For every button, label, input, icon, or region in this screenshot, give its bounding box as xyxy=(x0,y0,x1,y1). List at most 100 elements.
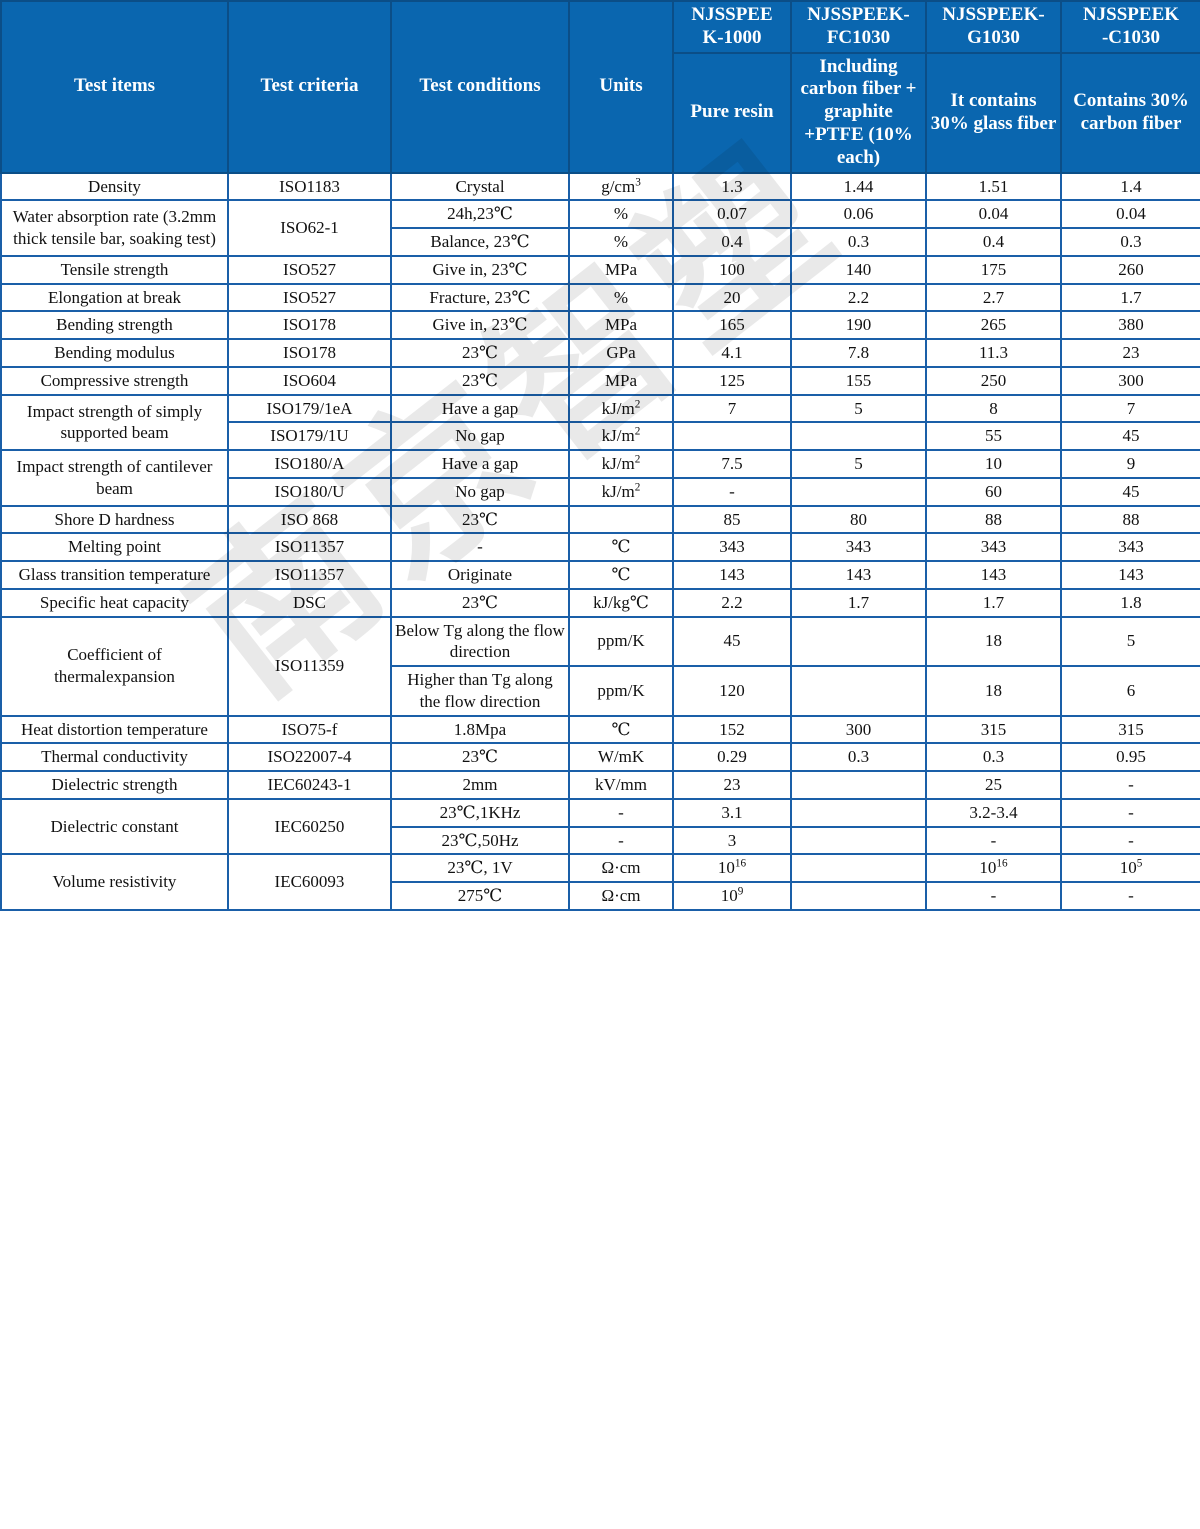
value-cell-product-0: 20 xyxy=(672,282,792,313)
value-cell-product-1: 155 xyxy=(790,365,927,396)
test-criteria-cell: ISO527 xyxy=(227,254,392,285)
test-condition-cell: Give in, 23℃ xyxy=(390,254,570,285)
unit-cell: ℃ xyxy=(568,560,674,590)
test-criteria-cell: ISO604 xyxy=(227,365,392,396)
unit-cell: kJ/m2 xyxy=(568,476,674,507)
unit-cell: ppm/K xyxy=(568,615,674,668)
test-criteria-cell: ISO11359 xyxy=(227,615,392,717)
unit-cell xyxy=(568,504,674,535)
value-cell-product-1: 1.7 xyxy=(790,587,927,618)
table-row: Heat distortion temperature ISO75-f 1.8Mpa… xyxy=(0,714,1200,745)
test-criteria-cell: ISO62-1 xyxy=(227,199,392,257)
value-cell-product-3: - xyxy=(1060,797,1200,828)
unit-cell: % xyxy=(568,199,674,230)
value-cell-product-2: 1.51 xyxy=(925,171,1062,202)
test-item-cell: Elongation at break xyxy=(0,282,229,313)
test-condition-cell: 275℃ xyxy=(390,881,570,911)
value-cell-product-3: - xyxy=(1060,881,1200,911)
test-item-cell: Compressive strength xyxy=(0,365,229,396)
value-cell-product-0: 23 xyxy=(672,770,792,800)
test-condition-cell: 23℃,1KHz xyxy=(390,797,570,828)
value-cell-product-2: 8 xyxy=(925,393,1062,424)
value-cell-product-1: 1.44 xyxy=(790,171,927,202)
test-condition-cell: Crystal xyxy=(390,171,570,202)
value-cell-product-1: 190 xyxy=(790,310,927,341)
value-cell-product-3: 45 xyxy=(1060,476,1200,507)
test-item-cell: Tensile strength xyxy=(0,254,229,285)
unit-cell: ppm/K xyxy=(568,665,674,717)
test-condition-cell: 24h,23℃ xyxy=(390,199,570,230)
header-product-name-0: NJSSPEE K-1000 xyxy=(672,0,792,54)
value-cell-product-2: 18 xyxy=(925,665,1062,717)
header-product-desc-1: Including carbon fiber + graphite +PTFE … xyxy=(790,51,927,174)
test-condition-cell: 23℃, 1V xyxy=(390,853,570,884)
test-item-cell: Density xyxy=(0,171,229,202)
value-cell-product-3: 143 xyxy=(1060,560,1200,590)
test-criteria-cell: ISO75-f xyxy=(227,714,392,745)
test-item-cell: Shore D hardness xyxy=(0,504,229,535)
header-product-name-2: NJSSPEEK- G1030 xyxy=(925,0,1062,54)
test-criteria-cell: ISO180/U xyxy=(227,476,392,507)
table-row: 275℃ Ω·cm 109 - - xyxy=(1,881,1200,911)
test-condition-cell: 23℃ xyxy=(390,742,570,773)
value-cell-product-3: 88 xyxy=(1060,504,1200,535)
table-row: ISO179/1U No gap kJ/m2 55 45 xyxy=(1,421,1200,452)
test-condition-cell: Higher than Tg along the flow direction xyxy=(390,665,570,717)
unit-cell: Ω·cm xyxy=(568,853,674,884)
value-cell-product-1 xyxy=(790,853,927,884)
unit-cell: - xyxy=(568,825,674,856)
value-cell-product-3: 6 xyxy=(1060,665,1200,717)
test-criteria-cell: DSC xyxy=(227,587,392,618)
value-cell-product-1: 0.06 xyxy=(790,199,927,230)
value-cell-product-1: 300 xyxy=(790,714,927,745)
unit-cell: ℃ xyxy=(568,532,674,563)
header-row-2: Pure resin Including carbon fiber + grap… xyxy=(1,51,1200,174)
test-item-cell: Specific heat capacity xyxy=(0,587,229,618)
value-cell-product-0: 152 xyxy=(672,714,792,745)
value-cell-product-1 xyxy=(790,797,927,828)
unit-cell: GPa xyxy=(568,338,674,368)
unit-cell: ℃ xyxy=(568,714,674,745)
test-condition-cell: 23℃ xyxy=(390,587,570,618)
product-name-line2-0: K-1000 xyxy=(702,26,762,48)
test-item-cell: Dielectric constant xyxy=(0,797,229,856)
value-cell-product-3: 1.7 xyxy=(1060,282,1200,313)
unit-cell: kJ/m2 xyxy=(568,421,674,452)
test-criteria-cell: IEC60250 xyxy=(227,797,392,856)
value-cell-product-3: - xyxy=(1060,770,1200,800)
test-item-cell: Bending modulus xyxy=(0,338,229,368)
header-product-desc-3: Contains 30% carbon fiber xyxy=(1060,51,1200,174)
test-item-cell: Thermal conductivity xyxy=(0,742,229,773)
unit-cell: Ω·cm xyxy=(568,881,674,911)
table-row: Shore D hardness ISO 868 23℃ 85 80 88 88 xyxy=(0,504,1200,535)
table-row: 23℃,50Hz -3- - xyxy=(1,825,1200,856)
table-row: Glass transition temperature ISO11357 Orig… xyxy=(0,560,1200,590)
table-row: Water absorption rate (3.2mm thick tensi… xyxy=(0,199,1200,257)
value-cell-product-3: 380 xyxy=(1060,310,1200,341)
value-cell-product-1 xyxy=(790,665,927,717)
value-cell-product-3: 5 xyxy=(1060,615,1200,668)
value-cell-product-1 xyxy=(790,476,927,507)
table-row: Density ISO1183 Crystal g/cm3 1.3 1.44 1.51 1.4 xyxy=(0,171,1200,202)
test-condition-cell: Balance, 23℃ xyxy=(390,227,570,257)
test-item-cell: Bending strength xyxy=(0,310,229,341)
product-name-line2-2: G1030 xyxy=(967,26,1020,48)
value-cell-product-3: 0.3 xyxy=(1060,227,1200,257)
test-condition-cell: Originate xyxy=(390,560,570,590)
test-criteria-cell: ISO1183 xyxy=(227,171,392,202)
test-condition-cell: 2mm xyxy=(390,770,570,800)
header-product-desc-0: Pure resin xyxy=(672,51,792,174)
value-cell-product-0: 120 xyxy=(672,665,792,717)
value-cell-product-1: 140 xyxy=(790,254,927,285)
test-item-cell: Glass transition temperature xyxy=(0,560,229,590)
table-row: Impact strength of simply supported beam… xyxy=(0,393,1200,452)
value-cell-product-2: 10 xyxy=(925,449,1062,479)
test-criteria-cell: IEC60243-1 xyxy=(227,770,392,800)
table-row: Balance, 23℃% 0.4 0.3 0.4 0.3 xyxy=(1,227,1200,257)
test-item-cell: Melting point xyxy=(0,532,229,563)
table-row: Compressive strength ISO604 23℃ MPa 125 155 25… xyxy=(0,365,1200,396)
product-name-line2-3: -C1030 xyxy=(1101,26,1161,48)
value-cell-product-2: 2.7 xyxy=(925,282,1062,313)
unit-cell: MPa xyxy=(568,365,674,396)
value-cell-product-2: 25 xyxy=(925,770,1062,800)
